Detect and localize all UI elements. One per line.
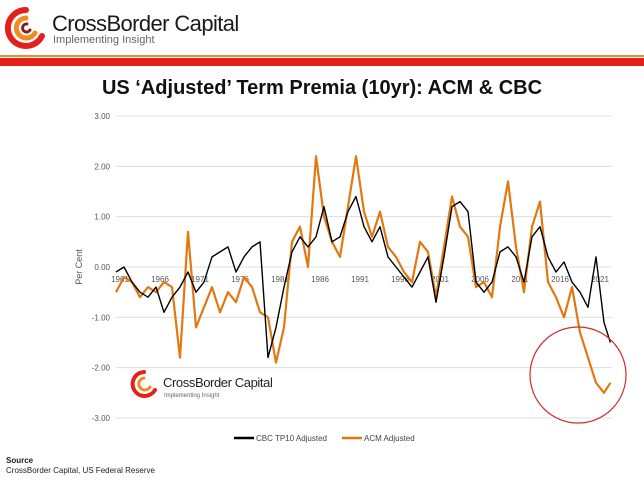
y-tick-label: -3.00 xyxy=(92,414,111,423)
x-tick-label: 1996 xyxy=(391,275,409,284)
chart-title: US ‘Adjusted’ Term Premia (10yr): ACM & … xyxy=(101,77,543,99)
x-tick-label: 2016 xyxy=(551,275,569,284)
source-text: CrossBorder Capital, US Federal Reserve xyxy=(6,466,155,475)
x-tick-label: 1961 xyxy=(111,275,129,284)
y-tick-label: -2.00 xyxy=(92,364,111,373)
x-tick-label: 1966 xyxy=(151,275,169,284)
y-tick-label: 3.00 xyxy=(94,112,110,121)
grid-lines xyxy=(116,115,612,419)
y-tick-label: -1.00 xyxy=(92,313,111,322)
x-tick-label: 1991 xyxy=(351,275,369,284)
legend-label: CBC TP10 Adjusted xyxy=(256,434,327,443)
x-tick-label: 1971 xyxy=(191,275,209,284)
legend-label: ACM Adjusted xyxy=(364,434,415,443)
x-tick-label: 1976 xyxy=(231,275,249,284)
y-tick-labels: 3.00 2.00 1.00 0.00 -1.00 -2.00 -3.00 xyxy=(92,112,111,423)
brand-name: CrossBorder Capital xyxy=(52,11,239,36)
brand-tagline: Implementing Insight xyxy=(53,34,155,46)
source-label: Source xyxy=(6,456,34,465)
y-axis-label: Per Cent xyxy=(74,249,84,285)
watermark-tagline: Implementing Insight xyxy=(164,393,220,399)
red-rule xyxy=(0,58,644,66)
x-tick-labels: 1961 1966 1971 1976 1981 1986 1991 1996 2001 2006… xyxy=(111,275,609,284)
y-tick-label: 0.00 xyxy=(94,263,110,272)
watermark-logo: CrossBorder Capital Implementing Insight xyxy=(130,370,273,399)
watermark-logo-icon xyxy=(130,370,157,398)
legend: CBC TP10 Adjusted ACM Adjusted xyxy=(234,434,415,443)
y-tick-label: 2.00 xyxy=(94,162,110,171)
highlight-circle xyxy=(529,326,627,424)
x-tick-label: 1981 xyxy=(271,275,289,284)
x-tick-label: 2011 xyxy=(511,275,529,284)
crossborder-logo-icon xyxy=(4,6,45,49)
header-logo: CrossBorder Capital Implementing Insight xyxy=(0,0,260,50)
cbc-tp10-line xyxy=(115,195,612,359)
series-lines xyxy=(115,155,612,394)
watermark-brand: CrossBorder Capital xyxy=(163,375,273,390)
x-tick-label: 2006 xyxy=(471,275,489,284)
x-tick-label: 2021 xyxy=(591,275,609,284)
x-tick-label: 1986 xyxy=(311,275,329,284)
y-tick-label: 1.00 xyxy=(94,213,110,222)
orange-rule xyxy=(0,55,644,57)
